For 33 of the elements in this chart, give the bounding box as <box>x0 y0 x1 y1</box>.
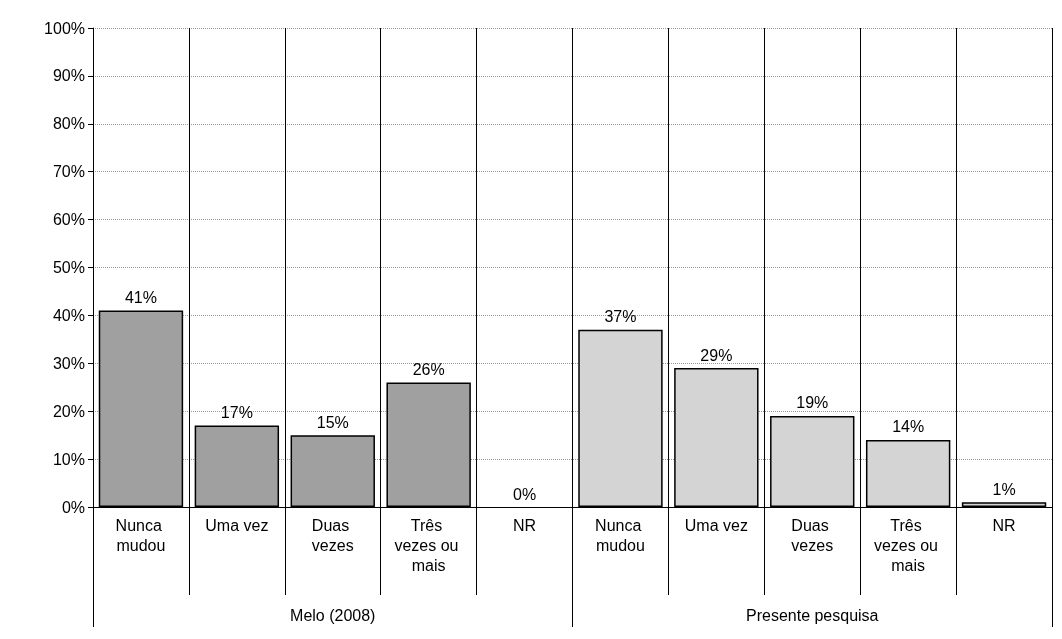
x-tick-label: Uma vez <box>684 516 748 534</box>
y-tick-label: 70% <box>52 163 85 181</box>
data-label: 1% <box>992 480 1016 498</box>
x-tick-label: Uma vez <box>205 516 269 534</box>
y-tick-label: 30% <box>52 354 85 372</box>
y-tick-label: 50% <box>52 259 85 276</box>
y-tick-label: 100% <box>44 19 85 37</box>
data-label: 14% <box>892 418 925 436</box>
y-tick-label: 60% <box>52 211 85 229</box>
data-label: 41% <box>124 289 157 307</box>
data-label: 26% <box>412 360 445 378</box>
text: Presente pesquisa <box>745 606 879 624</box>
y-tick-label: 10% <box>52 450 85 468</box>
x-tick-label: Nunca mudou <box>595 516 646 554</box>
data-label: 0% <box>512 485 537 503</box>
data-label: 19% <box>796 394 829 412</box>
x-tick-label: Duas vezes <box>791 516 834 554</box>
x-tick-label: Três vezes ou mais <box>394 516 463 574</box>
text: Melo (2008) <box>290 606 376 624</box>
y-tick-label: 40% <box>52 306 85 324</box>
x-tick-label: Duas vezes <box>311 516 354 554</box>
y-tick-label: 0% <box>61 498 85 516</box>
y-tick-label: 80% <box>52 115 85 133</box>
x-tick-label: Nunca mudou <box>115 516 167 554</box>
data-label: 17% <box>220 404 253 422</box>
x-tick-label: Três vezes ou mais <box>873 516 943 574</box>
data-label: 15% <box>316 413 349 431</box>
y-tick-label: 90% <box>52 67 85 85</box>
data-label: 37% <box>604 308 637 326</box>
data-label: 29% <box>700 346 733 364</box>
y-tick-label: 20% <box>52 402 85 420</box>
x-tick-label: NR <box>992 516 1016 534</box>
x-tick-label: NR <box>513 516 537 534</box>
